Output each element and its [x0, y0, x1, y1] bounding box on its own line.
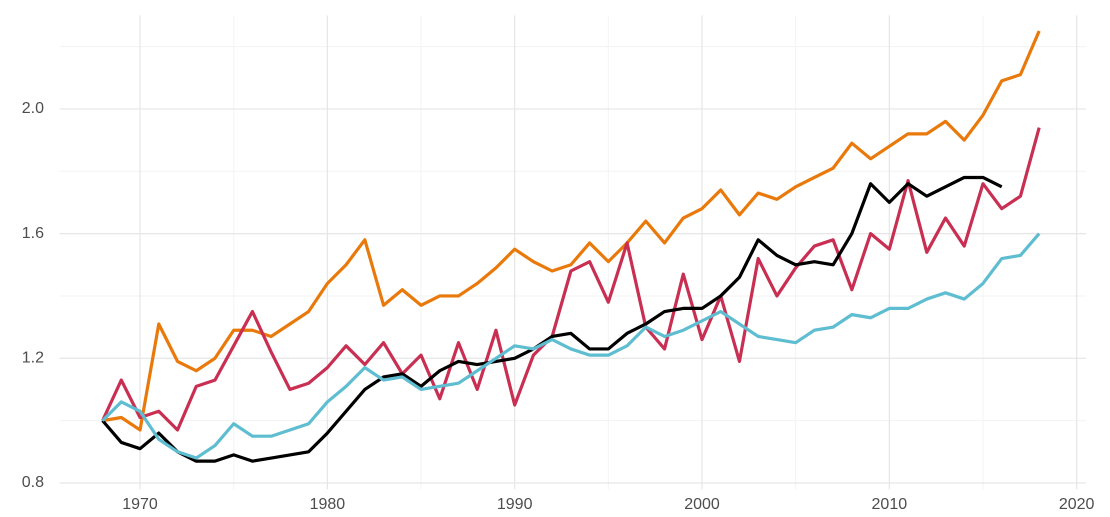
series-line [101, 127, 1041, 432]
y-tick-label: 2.0 [22, 100, 44, 117]
y-tick-label: 1.6 [22, 225, 44, 242]
series-line [102, 30, 1041, 432]
x-tick-label: 1970 [122, 496, 158, 513]
x-tick-label: 2010 [872, 496, 908, 513]
series-line [101, 175, 1003, 463]
y-tick-label: 0.8 [22, 474, 44, 491]
y-tick-label: 1.2 [22, 350, 44, 367]
x-tick-label: 1980 [310, 496, 346, 513]
x-tick-label: 1990 [497, 496, 533, 513]
series-line [101, 232, 1041, 460]
x-tick-label: 2020 [1059, 496, 1095, 513]
x-tick-label: 2000 [684, 496, 720, 513]
